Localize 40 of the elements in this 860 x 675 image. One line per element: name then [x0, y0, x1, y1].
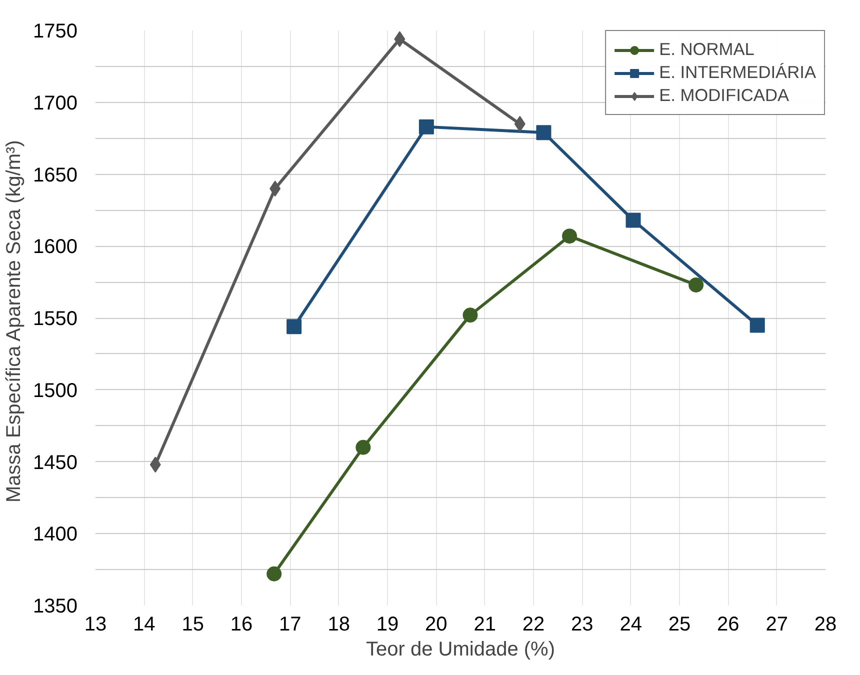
y-tick-label: 1750: [33, 20, 78, 42]
legend-label: E. INTERMEDIÁRIA: [659, 62, 816, 83]
x-tick-label: 17: [279, 614, 302, 636]
x-tick-label: 21: [474, 614, 496, 636]
point: [562, 228, 578, 244]
y-tick-label: 1350: [33, 596, 78, 618]
point: [356, 440, 371, 455]
point: [626, 212, 641, 228]
x-tick-label: 22: [522, 614, 545, 636]
y-tick-label: 1450: [33, 452, 78, 474]
y-tick-label: 1400: [33, 524, 78, 546]
x-tick-label: 26: [717, 614, 740, 636]
x-tick-label: 14: [133, 614, 156, 636]
x-tick-label: 24: [620, 614, 642, 636]
y-axis-title: Massa Específica Aparente Seca (kg/m³): [3, 140, 26, 503]
point: [462, 308, 478, 323]
x-tick-label: 28: [814, 614, 837, 636]
x-tick-label: 16: [230, 614, 253, 636]
y-tick-label: 1600: [33, 236, 78, 258]
point: [688, 277, 704, 292]
point: [750, 318, 765, 333]
legend-label: E. MODIFICADA: [659, 85, 790, 106]
x-tick-label: 15: [182, 614, 204, 636]
x-tick-label: 25: [668, 614, 691, 636]
point: [536, 125, 552, 140]
y-tick-label: 1700: [33, 92, 78, 114]
x-tick-label: 19: [376, 614, 399, 636]
x-axis-title: Teor de Umidade (%): [366, 638, 555, 660]
y-tick-label: 1650: [33, 164, 78, 186]
x-tick-label: 18: [328, 614, 350, 636]
point: [286, 319, 302, 334]
x-tick-label: 27: [766, 614, 788, 636]
x-tick-label: 13: [84, 614, 107, 636]
point: [266, 566, 282, 582]
y-tick-label: 1500: [33, 380, 78, 402]
x-tick-label: 20: [425, 614, 448, 636]
y-tick-label: 1550: [33, 308, 78, 330]
x-tick-label: 23: [571, 614, 594, 636]
point: [418, 119, 434, 134]
legend-label: E. NORMAL: [659, 39, 754, 60]
